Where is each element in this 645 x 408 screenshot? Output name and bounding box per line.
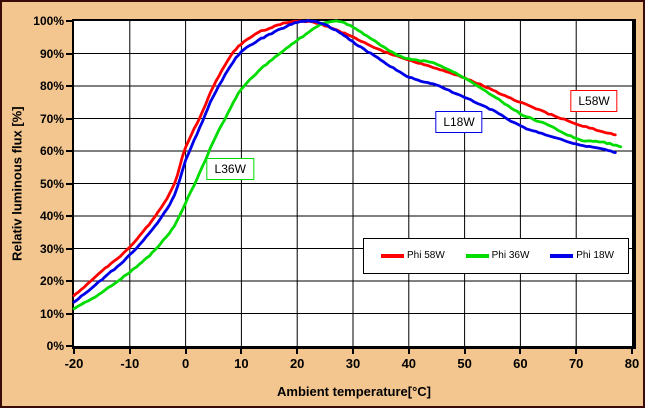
legend: Phi 58W Phi 36W Phi 18W bbox=[363, 238, 629, 274]
curve-label-L18W: L18W bbox=[435, 110, 483, 133]
x-tick-mark bbox=[407, 349, 410, 354]
x-tick-label: 0 bbox=[181, 356, 190, 371]
legend-label: Phi 58W bbox=[407, 250, 445, 261]
y-tick-label: 80% bbox=[39, 79, 64, 93]
gridlines bbox=[74, 21, 632, 346]
x-tick-mark bbox=[352, 349, 354, 354]
legend-swatch-green bbox=[465, 254, 489, 258]
y-tick-mark bbox=[66, 20, 72, 22]
y-tick-label: 100% bbox=[33, 14, 64, 28]
y-tick-mark bbox=[66, 280, 72, 282]
curve-phi-18w bbox=[72, 19, 617, 304]
x-tick-mark bbox=[631, 349, 633, 354]
x-tick-label: 70 bbox=[568, 356, 584, 371]
x-tick-label: 30 bbox=[345, 356, 361, 371]
y-tick-label: 40% bbox=[39, 209, 64, 223]
x-tick-label: 10 bbox=[234, 356, 249, 371]
x-tick-mark bbox=[128, 349, 131, 354]
legend-label: Phi 18W bbox=[576, 250, 614, 261]
y-tick-mark bbox=[66, 52, 72, 55]
y-tick-mark bbox=[66, 150, 72, 152]
y-tick-label: 10% bbox=[39, 306, 64, 321]
legend-item-phi-18w: Phi 18W bbox=[550, 250, 614, 262]
x-tick-label: 80 bbox=[624, 356, 640, 371]
y-tick-mark bbox=[66, 247, 72, 250]
curve-label-L58W: L58W bbox=[570, 89, 618, 112]
y-tick-mark bbox=[66, 182, 72, 185]
legend-swatch-blue bbox=[550, 254, 574, 258]
y-tick-mark bbox=[66, 85, 72, 87]
y-tick-mark bbox=[66, 345, 72, 347]
x-tick-mark bbox=[296, 349, 299, 354]
y-tick-label: 0% bbox=[46, 339, 64, 353]
y-tick-label: 70% bbox=[39, 111, 64, 126]
x-axis-title: Ambient temperature[°C] bbox=[277, 384, 431, 399]
x-tick-label: 50 bbox=[457, 356, 472, 371]
y-tick-label: 90% bbox=[39, 46, 64, 61]
y-tick-mark bbox=[66, 215, 72, 217]
legend-swatch-red bbox=[381, 254, 404, 258]
x-tick-mark bbox=[575, 349, 578, 354]
legend-item-phi-58w: Phi 58W bbox=[381, 250, 445, 262]
x-tick-mark bbox=[463, 349, 466, 354]
y-tick-label: 60% bbox=[39, 144, 64, 158]
x-tick-label: -10 bbox=[120, 356, 140, 371]
curve-label-L36W: L36W bbox=[206, 157, 254, 180]
y-tick-label: 20% bbox=[39, 274, 64, 288]
curves bbox=[72, 19, 623, 310]
x-tick-label: 20 bbox=[289, 356, 305, 371]
y-tick-label: 50% bbox=[39, 176, 64, 191]
legend-label: Phi 36W bbox=[491, 250, 530, 261]
y-tick-mark bbox=[66, 312, 72, 315]
x-tick-mark bbox=[240, 349, 243, 354]
plot-area bbox=[72, 19, 636, 349]
x-tick-label: 40 bbox=[401, 356, 417, 371]
y-tick-mark bbox=[66, 117, 72, 120]
curve-phi-36w bbox=[72, 19, 623, 310]
chart-canvas bbox=[72, 19, 632, 346]
x-tick-label: -20 bbox=[64, 356, 84, 371]
x-tick-mark bbox=[73, 349, 75, 354]
y-tick-label: 30% bbox=[39, 241, 64, 256]
x-tick-mark bbox=[519, 349, 522, 354]
x-tick-label: 60 bbox=[513, 356, 528, 371]
legend-item-phi-36w: Phi 36W bbox=[465, 250, 530, 262]
x-tick-mark bbox=[184, 349, 187, 354]
